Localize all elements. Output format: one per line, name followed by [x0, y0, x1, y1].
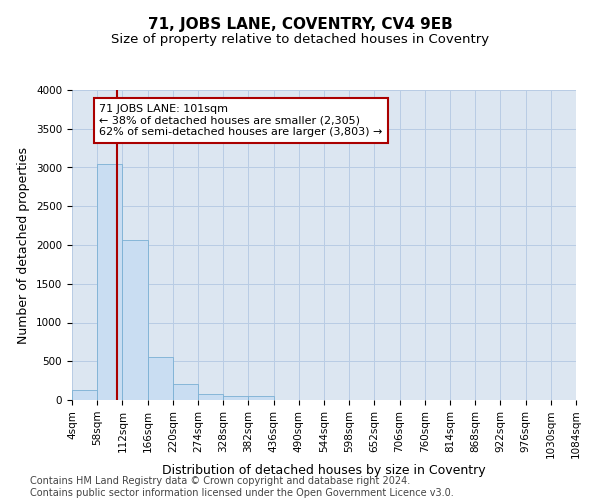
Bar: [223, 396, 248, 400]
Y-axis label: Number of detached properties: Number of detached properties: [17, 146, 31, 344]
Bar: [198, 394, 223, 400]
Text: Contains HM Land Registry data © Crown copyright and database right 2024.
Contai: Contains HM Land Registry data © Crown c…: [30, 476, 454, 498]
Text: Size of property relative to detached houses in Coventry: Size of property relative to detached ho…: [111, 32, 489, 46]
Bar: [248, 396, 274, 400]
Text: 71 JOBS LANE: 101sqm
← 38% of detached houses are smaller (2,305)
62% of semi-de: 71 JOBS LANE: 101sqm ← 38% of detached h…: [99, 104, 382, 137]
Bar: [148, 356, 173, 400]
Bar: [72, 390, 97, 400]
Bar: [122, 240, 148, 400]
Bar: [173, 384, 198, 400]
X-axis label: Distribution of detached houses by size in Coventry: Distribution of detached houses by size …: [162, 464, 486, 477]
Bar: [97, 164, 122, 400]
Text: 71, JOBS LANE, COVENTRY, CV4 9EB: 71, JOBS LANE, COVENTRY, CV4 9EB: [148, 18, 452, 32]
